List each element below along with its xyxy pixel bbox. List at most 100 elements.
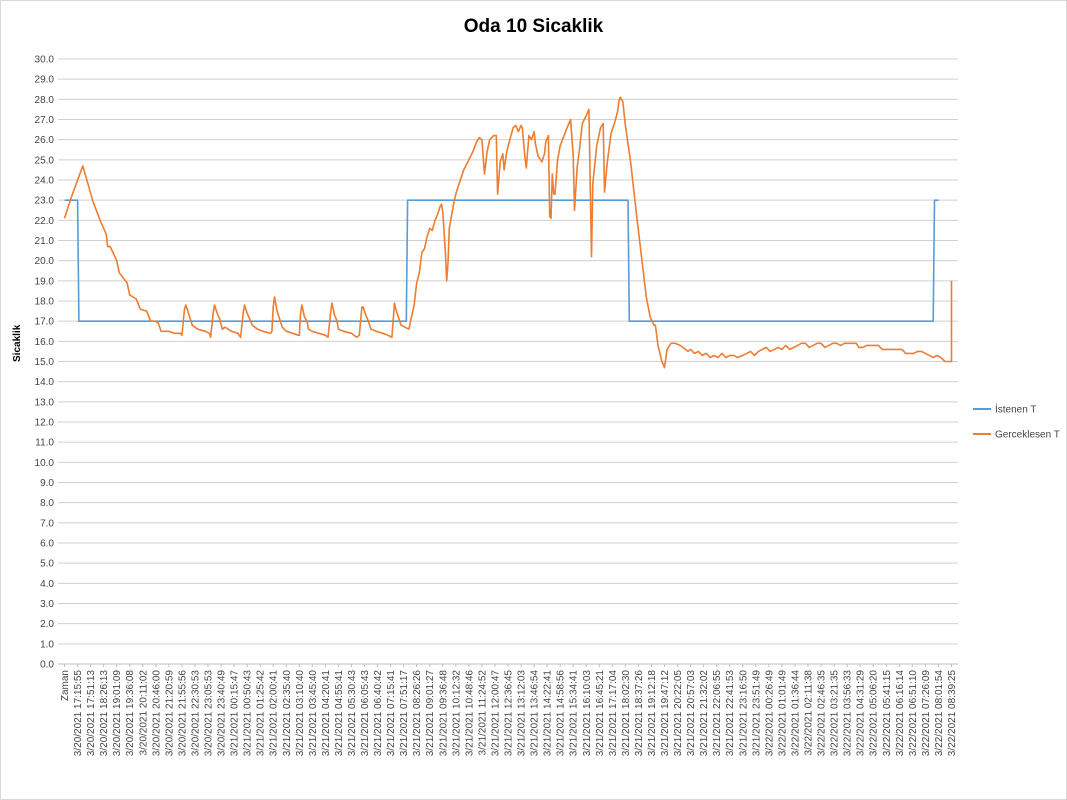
x-tick-label: 3/21/2021 12:00:47 — [490, 670, 501, 757]
x-tick-label: 3/22/2021 03:56:33 — [843, 670, 854, 757]
y-tick-label: 28.0 — [35, 95, 55, 106]
x-tick-label: 3/21/2021 10:12:32 — [451, 670, 462, 757]
x-tick-label: 3/22/2021 08:01:54 — [934, 670, 945, 757]
x-tick-label: 3/21/2021 16:45:21 — [595, 670, 606, 757]
x-tick-label: 3/21/2021 10:48:46 — [464, 670, 475, 757]
x-tick-label: 3/21/2021 08:26:26 — [412, 670, 423, 757]
x-tick-label: 3/20/2021 21:20:59 — [164, 670, 175, 757]
x-tick-label: 3/20/2021 18:26:13 — [99, 670, 110, 757]
x-tick-label: 3/22/2021 02:46:35 — [817, 670, 828, 757]
y-tick-label: 24.0 — [35, 176, 55, 187]
x-tick-label: 3/22/2021 05:41:15 — [882, 670, 893, 757]
x-tick-label: 3/21/2021 09:36:48 — [438, 670, 449, 757]
y-tick-label: 11.0 — [35, 438, 54, 449]
y-tick-label: 14.0 — [35, 377, 55, 388]
y-tick-label: 13.0 — [35, 397, 55, 408]
x-tick-label: 3/21/2021 01:25:42 — [256, 670, 267, 757]
y-tick-label: 22.0 — [35, 216, 55, 227]
x-tick-label: 3/21/2021 13:46:54 — [530, 670, 541, 757]
y-tick-label: 6.0 — [40, 539, 54, 550]
x-tick-label: 3/20/2021 23:40:49 — [217, 670, 228, 757]
x-axis-ticks: Zaman 3/20/2021 17:15:55 3/20/2021 17:51:1… — [60, 664, 958, 756]
x-tick-label: 3/21/2021 12:36:45 — [504, 670, 515, 757]
x-tick-label: 3/21/2021 05:30:43 — [347, 670, 358, 757]
y-tick-label: 29.0 — [35, 75, 55, 86]
x-tick-label: 3/21/2021 20:22:05 — [673, 670, 684, 757]
y-tick-label: 5.0 — [40, 559, 54, 570]
y-tick-label: 0.0 — [40, 660, 54, 671]
x-tick-label: 3/21/2021 14:22:41 — [543, 670, 554, 757]
x-tick-label: 3/21/2021 13:12:03 — [517, 670, 528, 757]
x-tick-label: 3/21/2021 00:50:43 — [243, 670, 254, 757]
x-tick-label: 3/21/2021 15:34:41 — [569, 670, 580, 757]
x-tick-label: 3/20/2021 22:30:53 — [190, 670, 201, 757]
x-tick-label: 3/21/2021 04:55:41 — [334, 670, 345, 757]
x-tick-label: 3/22/2021 06:51:10 — [908, 670, 919, 757]
x-tick-label: 3/21/2021 03:45:40 — [308, 670, 319, 757]
x-tick-label: 3/21/2021 19:47:12 — [660, 670, 671, 757]
x-tick-label: Zaman — [60, 670, 71, 701]
x-tick-label: 3/21/2021 19:12:18 — [647, 670, 658, 757]
x-tick-label: 3/22/2021 01:01:49 — [777, 670, 788, 757]
x-tick-label: 3/21/2021 02:35:40 — [282, 670, 293, 757]
y-tick-label: 30.0 — [35, 55, 55, 66]
x-tick-label: 3/22/2021 01:36:44 — [790, 670, 801, 757]
x-tick-label: 3/20/2021 17:51:13 — [86, 670, 97, 757]
legend-label: Gerceklesen T — [995, 430, 1060, 441]
x-tick-label: 3/20/2021 17:15:55 — [73, 670, 84, 757]
series-line-istenen — [64, 199, 939, 323]
chart-title: Oda 10 Sicaklik — [463, 16, 604, 37]
y-tick-label: 4.0 — [40, 579, 54, 590]
x-tick-label: 3/20/2021 20:46:00 — [151, 670, 162, 757]
x-tick-label: 3/21/2021 14:58:56 — [556, 670, 567, 757]
x-tick-label: 3/21/2021 20:57:03 — [686, 670, 697, 757]
y-tick-label: 1.0 — [40, 639, 54, 650]
x-tick-label: 3/20/2021 23:05:53 — [204, 670, 215, 757]
x-tick-label: 3/21/2021 09:01:27 — [425, 670, 436, 757]
x-tick-label: 3/21/2021 06:40:42 — [373, 670, 384, 757]
x-tick-label: 3/22/2021 00:26:49 — [764, 670, 775, 757]
y-tick-label: 19.0 — [35, 276, 55, 287]
x-tick-label: 3/22/2021 06:16:14 — [895, 670, 906, 757]
x-tick-label: 3/21/2021 17:17:04 — [608, 670, 619, 757]
y-tick-label: 18.0 — [35, 297, 55, 308]
x-tick-label: 3/21/2021 07:51:17 — [399, 670, 410, 757]
y-tick-label: 25.0 — [35, 155, 55, 166]
y-tick-label: 9.0 — [40, 478, 54, 489]
y-tick-label: 26.0 — [35, 135, 55, 146]
y-tick-label: 3.0 — [40, 599, 54, 610]
x-tick-label: 3/22/2021 08:39:25 — [947, 670, 958, 757]
x-tick-label: 3/21/2021 23:51:49 — [751, 670, 762, 757]
x-tick-label: 3/21/2021 11:24:52 — [477, 670, 488, 756]
x-tick-label: 3/21/2021 22:41:53 — [725, 670, 736, 757]
x-tick-label: 3/21/2021 03:10:40 — [295, 670, 306, 757]
x-tick-label: 3/20/2021 19:01:09 — [112, 670, 123, 757]
x-tick-label: 3/22/2021 03:21:35 — [830, 670, 841, 757]
x-tick-label: 3/21/2021 02:00:41 — [269, 670, 280, 757]
x-tick-label: 3/21/2021 23:16:50 — [738, 670, 749, 757]
x-tick-label: 3/22/2021 07:26:09 — [921, 670, 932, 757]
x-tick-label: 3/20/2021 21:55:56 — [177, 670, 188, 757]
y-tick-label: 15.0 — [35, 357, 55, 368]
y-tick-label: 23.0 — [35, 196, 55, 207]
x-tick-label: 3/21/2021 07:15:41 — [386, 670, 397, 757]
y-tick-label: 10.0 — [35, 458, 55, 469]
y-tick-label: 8.0 — [40, 498, 54, 509]
x-tick-label: 3/21/2021 16:10:03 — [582, 670, 593, 757]
y-tick-label: 27.0 — [35, 115, 55, 126]
x-tick-label: 3/21/2021 22:06:55 — [712, 670, 723, 757]
y-tick-label: 7.0 — [40, 518, 54, 529]
y-tick-label: 16.0 — [35, 337, 55, 348]
y-tick-label: 20.0 — [35, 256, 55, 267]
x-tick-label: 3/21/2021 18:02:30 — [621, 670, 632, 757]
x-tick-label: 3/20/2021 20:11:02 — [138, 670, 149, 756]
x-tick-label: 3/21/2021 18:37:26 — [634, 670, 645, 757]
y-tick-label: 17.0 — [35, 317, 55, 328]
x-tick-label: 3/21/2021 06:05:43 — [360, 670, 371, 757]
legend: İstenen T Gerceklesen T — [973, 403, 1060, 441]
series-line-gerceklesen — [63, 96, 953, 369]
y-axis-ticks: 0.0 1.0 2.0 3.0 4.0 5.0 6.0 7.0 8.0 9.0 10.0 11.0 12… — [35, 55, 55, 671]
x-tick-label: 3/21/2021 00:15:47 — [230, 670, 241, 757]
y-tick-label: 12.0 — [35, 418, 55, 429]
